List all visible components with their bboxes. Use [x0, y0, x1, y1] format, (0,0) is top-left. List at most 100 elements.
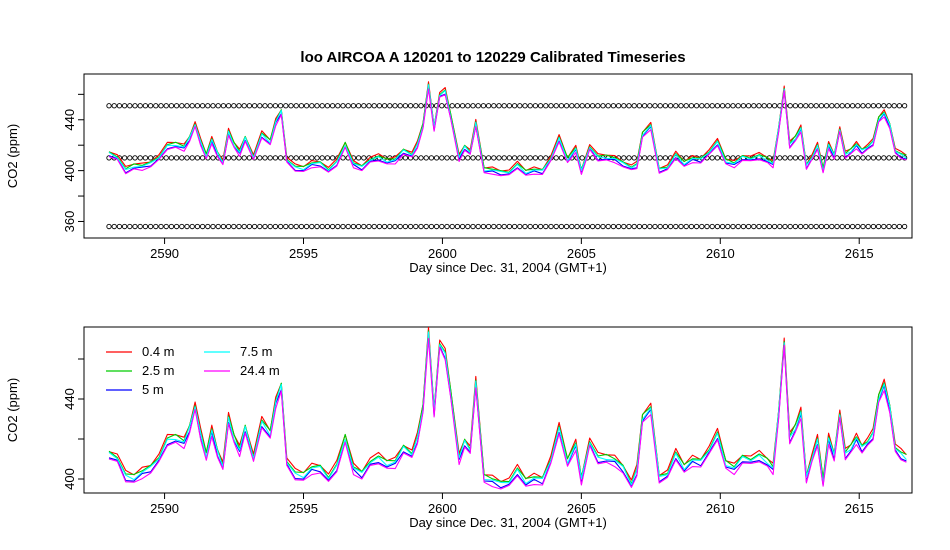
reference-point [506, 103, 513, 109]
reference-point [657, 223, 663, 230]
reference-point [475, 223, 481, 230]
reference-point [709, 155, 715, 161]
reference-point [771, 223, 778, 230]
reference-point [267, 223, 273, 230]
reference-point [433, 223, 440, 230]
reference-point [288, 103, 294, 109]
reference-point [849, 155, 856, 161]
reference-point [215, 103, 221, 109]
reference-point [579, 155, 585, 161]
reference-point [158, 103, 164, 109]
reference-point [324, 155, 331, 161]
reference-point [699, 103, 705, 109]
reference-point [142, 155, 149, 161]
reference-point [751, 103, 757, 109]
reference-point [595, 223, 601, 230]
reference-point [829, 103, 835, 109]
series-line-5-m [108, 332, 907, 489]
reference-point [537, 155, 544, 161]
reference-point [475, 103, 481, 109]
reference-point [823, 223, 830, 230]
reference-point [803, 223, 809, 230]
reference-point [303, 223, 310, 230]
reference-point [522, 223, 528, 230]
legend-label: 5 m [142, 382, 164, 397]
reference-point [111, 103, 117, 109]
series-line-24-4-m [108, 338, 907, 490]
reference-point [647, 223, 653, 230]
reference-point [621, 155, 627, 161]
reference-point [600, 223, 606, 230]
reference-point [309, 103, 315, 109]
reference-point [392, 103, 398, 109]
reference-point [257, 103, 263, 109]
reference-point [376, 223, 383, 230]
reference-point [132, 155, 138, 161]
reference-point [527, 103, 533, 109]
reference-point [860, 103, 866, 109]
y-tick-label: 400 [62, 468, 77, 490]
reference-point [881, 155, 887, 161]
reference-point [558, 155, 565, 161]
reference-point [293, 223, 299, 230]
reference-point [517, 223, 523, 230]
y-axis-label: CO2 (ppm) [5, 378, 20, 442]
reference-point [662, 155, 669, 161]
reference-point [709, 223, 715, 230]
reference-point [459, 103, 466, 109]
reference-point [329, 155, 336, 161]
reference-point [168, 103, 175, 109]
reference-point [834, 103, 840, 109]
plot-frame [83, 73, 913, 239]
reference-point [246, 155, 253, 161]
reference-point [283, 103, 289, 109]
reference-point [277, 223, 284, 230]
reference-point [745, 223, 752, 230]
reference-point [303, 103, 310, 109]
chart-title: loo AIRCOA A 120201 to 120229 Calibrated… [300, 49, 685, 66]
reference-point [532, 223, 539, 230]
reference-point [423, 223, 429, 230]
reference-point [283, 223, 289, 230]
reference-point [189, 103, 195, 109]
reference-point [522, 103, 528, 109]
reference-point [849, 103, 856, 109]
reference-point [439, 223, 445, 230]
reference-point [626, 155, 632, 161]
reference-point [569, 103, 575, 109]
reference-point [381, 103, 388, 109]
series-line-0-4-m [108, 327, 907, 483]
reference-point [787, 223, 793, 230]
reference-point [491, 103, 497, 109]
reference-point [298, 155, 305, 161]
reference-point [465, 103, 471, 109]
x-axis-label: Day since Dec. 31, 2004 (GMT+1) [409, 260, 607, 275]
reference-point [147, 155, 154, 161]
reference-point [574, 103, 580, 109]
reference-point [751, 223, 757, 230]
reference-point [309, 223, 315, 230]
reference-point [693, 223, 700, 230]
reference-point [579, 103, 585, 109]
reference-point [735, 223, 741, 230]
reference-point [631, 223, 637, 230]
reference-point [319, 103, 325, 109]
reference-point [121, 103, 128, 109]
reference-point [199, 223, 206, 230]
reference-point [413, 155, 419, 161]
reference-point [236, 223, 242, 230]
reference-point [641, 103, 648, 109]
reference-point [543, 223, 549, 230]
reference-point [605, 223, 611, 230]
reference-point [501, 223, 507, 230]
series-line-24-4-m [108, 88, 907, 177]
legend-label: 24.4 m [240, 363, 280, 378]
reference-point [298, 223, 305, 230]
reference-point [293, 155, 299, 161]
reference-point [626, 103, 632, 109]
reference-point [491, 155, 497, 161]
reference-point [319, 223, 325, 230]
reference-point [537, 223, 544, 230]
reference-point [797, 223, 804, 230]
x-tick-label: 2595 [289, 501, 318, 516]
